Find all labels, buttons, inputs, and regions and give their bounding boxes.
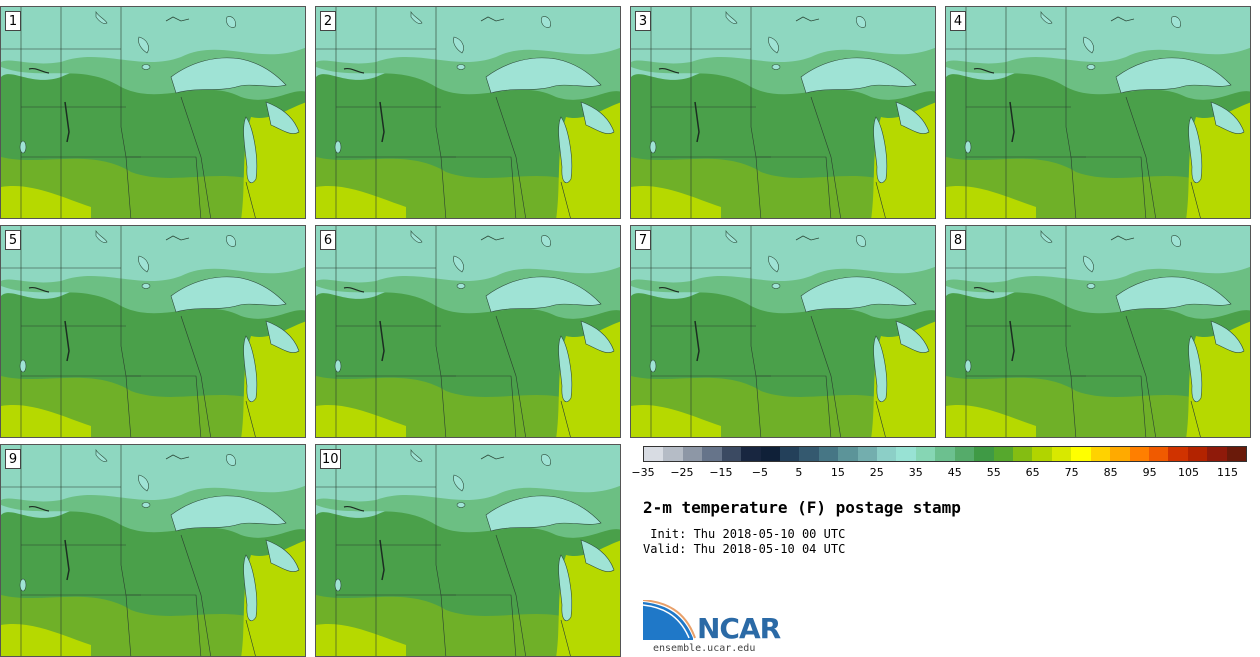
- colorbar-tick-label: 65: [1025, 466, 1040, 479]
- colorbar-swatch: [954, 447, 975, 461]
- postage-stamp-map: 8: [945, 225, 1251, 438]
- colorbar-swatch: [1032, 447, 1052, 461]
- colorbar-tick-label: −25: [670, 466, 694, 479]
- colorbar-swatch: [1129, 447, 1149, 461]
- colorbar-swatch: [1226, 447, 1247, 461]
- colorbar-swatch: [993, 447, 1014, 461]
- colorbar-ticks: −35 −25 −15 −5 5 15 25 35 45 55 65 75 85 95 105 115: [631, 466, 1247, 482]
- valid-time: Valid: Thu 2018-05-10 04 UTC: [643, 542, 846, 556]
- colorbar-swatch: [1110, 447, 1130, 461]
- colorbar-tick-label: 25: [869, 466, 884, 479]
- stamp-number: 5: [5, 230, 21, 250]
- stamp-number: 1: [5, 11, 21, 31]
- stamp-number: 3: [635, 11, 651, 31]
- colorbar-tick-label: 115: [1217, 466, 1239, 479]
- postage-stamp-map: 1: [0, 6, 306, 219]
- colorbar-swatch: [1090, 447, 1111, 461]
- plot-title: 2-m temperature (F) postage stamp: [643, 498, 961, 517]
- stamp-number: 2: [320, 11, 336, 31]
- colorbar-swatch: [1168, 447, 1188, 461]
- colorbar-swatch: [818, 447, 839, 461]
- colorbar-tick-label: −15: [709, 466, 733, 479]
- colorbar-tick-label: 45: [947, 466, 962, 479]
- colorbar-swatch: [741, 447, 761, 461]
- postage-stamp-map: 5: [0, 225, 306, 438]
- colorbar-swatch: [760, 447, 780, 461]
- colorbar-swatch: [721, 447, 742, 461]
- colorbar-swatch: [1071, 447, 1091, 461]
- colorbar-swatch: [974, 447, 994, 461]
- colorbar-tick-label: −35: [631, 466, 655, 479]
- ncar-logo-icon: [643, 600, 696, 640]
- colorbar-swatch: [1013, 447, 1033, 461]
- stamp-number: 10: [320, 449, 341, 469]
- colorbar-swatch: [857, 447, 878, 461]
- colorbar-swatch: [682, 447, 703, 461]
- colorbar-tick-label: 55: [986, 466, 1001, 479]
- colorbar-swatch: [663, 447, 683, 461]
- postage-stamp-map: 4: [945, 6, 1251, 219]
- postage-stamp-map: 7: [630, 225, 936, 438]
- init-time: Init: Thu 2018-05-10 00 UTC: [643, 527, 846, 541]
- postage-stamp-map: 3: [630, 6, 936, 219]
- postage-stamp-map: 2: [315, 6, 621, 219]
- postage-stamp-map: 10: [315, 444, 621, 657]
- colorbar-swatch: [644, 447, 664, 461]
- colorbar-swatch: [1051, 447, 1072, 461]
- colorbar-tick-label: 105: [1178, 466, 1200, 479]
- stamp-number: 7: [635, 230, 651, 250]
- colorbar-swatch: [1207, 447, 1227, 461]
- site-url: ensemble.ucar.edu: [653, 643, 756, 654]
- colorbar-tick-label: 15: [830, 466, 845, 479]
- stamp-number: 8: [950, 230, 966, 250]
- colorbar-swatch: [877, 447, 897, 461]
- postage-stamp-map: 6: [315, 225, 621, 438]
- colorbar-tick-label: 85: [1103, 466, 1118, 479]
- colorbar-swatch: [915, 447, 936, 461]
- colorbar-swatch: [1187, 447, 1208, 461]
- colorbar-tick-label: 5: [795, 466, 803, 479]
- colorbar-tick-label: 35: [908, 466, 923, 479]
- colorbar-swatch: [838, 447, 858, 461]
- stamp-number: 6: [320, 230, 336, 250]
- colorbar-swatch: [935, 447, 955, 461]
- colorbar-swatch: [799, 447, 819, 461]
- colorbar-tick-label: 95: [1142, 466, 1157, 479]
- colorbar: [643, 446, 1247, 462]
- colorbar-swatch: [896, 447, 916, 461]
- postage-stamp-map: 9: [0, 444, 306, 657]
- logo-text: NCAR: [697, 612, 781, 645]
- colorbar-swatch: [1148, 447, 1169, 461]
- stamp-number: 9: [5, 449, 21, 469]
- colorbar-swatch: [779, 447, 800, 461]
- stamp-number: 4: [950, 11, 966, 31]
- colorbar-tick-label: −5: [751, 466, 768, 479]
- colorbar-tick-label: 75: [1064, 466, 1079, 479]
- colorbar-swatch: [702, 447, 722, 461]
